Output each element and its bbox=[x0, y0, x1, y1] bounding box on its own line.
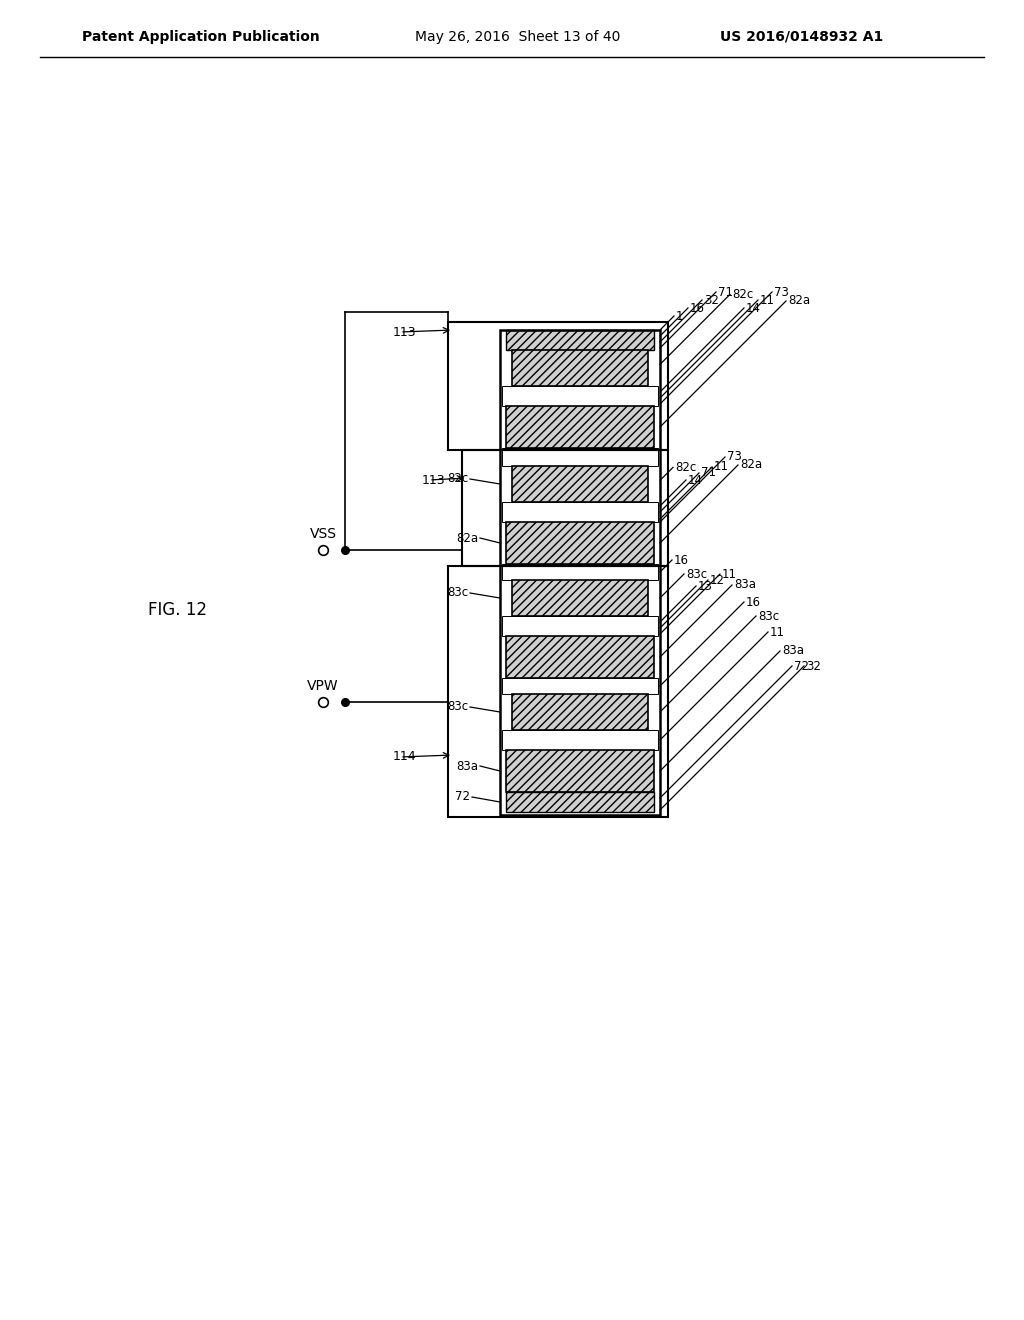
Text: 83c: 83c bbox=[758, 610, 779, 623]
Bar bbox=[512, 350, 648, 385]
Text: VSS: VSS bbox=[309, 527, 337, 541]
Bar bbox=[506, 407, 654, 447]
Text: Patent Application Publication: Patent Application Publication bbox=[82, 30, 319, 44]
Text: 83c: 83c bbox=[446, 701, 468, 714]
Text: 16: 16 bbox=[746, 595, 761, 609]
Bar bbox=[500, 330, 660, 814]
Text: 72: 72 bbox=[794, 660, 809, 672]
Bar bbox=[506, 636, 654, 678]
Bar bbox=[512, 466, 648, 502]
Bar bbox=[506, 792, 654, 812]
Bar bbox=[502, 678, 658, 694]
Text: 82c: 82c bbox=[446, 473, 468, 486]
Bar bbox=[502, 616, 658, 636]
Text: 71: 71 bbox=[718, 285, 733, 298]
Text: 1: 1 bbox=[676, 309, 683, 322]
Bar bbox=[449, 566, 668, 817]
Text: 83a: 83a bbox=[782, 644, 804, 657]
Text: 114: 114 bbox=[393, 751, 417, 763]
Text: 113: 113 bbox=[422, 474, 445, 487]
Text: 72: 72 bbox=[455, 791, 470, 804]
Text: 11: 11 bbox=[722, 568, 737, 581]
Bar bbox=[462, 450, 668, 566]
Text: 82c: 82c bbox=[732, 288, 754, 301]
Bar bbox=[506, 750, 654, 792]
Bar bbox=[512, 579, 648, 616]
Text: 83c: 83c bbox=[686, 568, 708, 581]
Text: 11: 11 bbox=[714, 461, 729, 474]
Bar bbox=[502, 564, 658, 579]
Text: 32: 32 bbox=[806, 660, 821, 672]
Bar bbox=[502, 730, 658, 750]
Bar bbox=[502, 385, 658, 407]
Bar bbox=[506, 330, 654, 350]
Text: 16: 16 bbox=[674, 553, 689, 566]
Text: US 2016/0148932 A1: US 2016/0148932 A1 bbox=[720, 30, 884, 44]
Text: 73: 73 bbox=[774, 285, 788, 298]
Text: VPW: VPW bbox=[307, 678, 339, 693]
Bar bbox=[512, 694, 648, 730]
Text: 83a: 83a bbox=[734, 578, 756, 591]
Text: 73: 73 bbox=[727, 450, 741, 463]
Text: 11: 11 bbox=[760, 293, 775, 306]
Bar bbox=[502, 447, 658, 466]
Text: 82c: 82c bbox=[675, 461, 696, 474]
Text: 83c: 83c bbox=[446, 586, 468, 599]
Text: 82a: 82a bbox=[740, 458, 762, 471]
Text: 82a: 82a bbox=[788, 294, 810, 308]
Bar bbox=[502, 502, 658, 521]
Text: 14: 14 bbox=[688, 474, 703, 487]
Text: 113: 113 bbox=[393, 326, 417, 338]
Text: 82a: 82a bbox=[456, 532, 478, 544]
Text: May 26, 2016  Sheet 13 of 40: May 26, 2016 Sheet 13 of 40 bbox=[415, 30, 621, 44]
Bar bbox=[506, 521, 654, 564]
Text: 13: 13 bbox=[698, 579, 713, 593]
Text: 71: 71 bbox=[701, 466, 716, 479]
Bar bbox=[449, 322, 668, 450]
Text: FIG. 12: FIG. 12 bbox=[148, 601, 207, 619]
Text: 11: 11 bbox=[770, 626, 785, 639]
Text: 12: 12 bbox=[710, 573, 725, 586]
Text: 32: 32 bbox=[705, 293, 719, 306]
Text: 83a: 83a bbox=[456, 759, 478, 772]
Text: 14: 14 bbox=[746, 301, 761, 314]
Text: 16: 16 bbox=[690, 301, 705, 314]
